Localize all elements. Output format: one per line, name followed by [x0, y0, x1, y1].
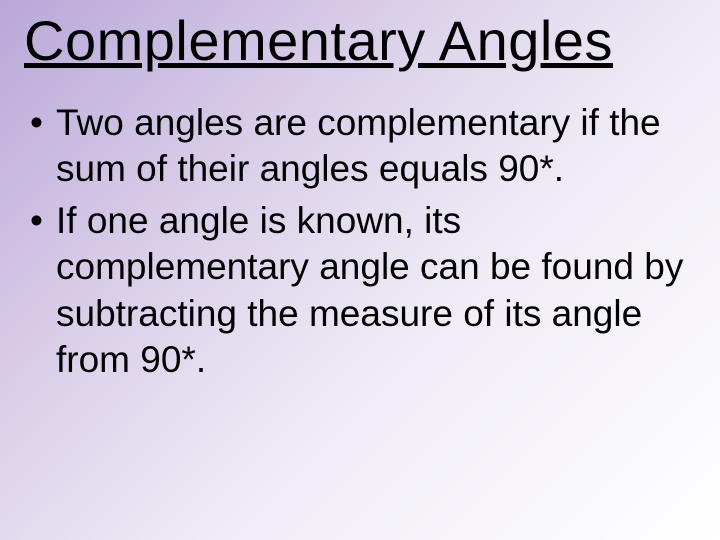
bullet-item: If one angle is known, its complementary…: [28, 198, 696, 383]
bullet-item: Two angles are complementary if the sum …: [28, 100, 696, 193]
bullet-list: Two angles are complementary if the sum …: [24, 100, 696, 384]
slide-title: Complementary Angles: [24, 10, 696, 72]
